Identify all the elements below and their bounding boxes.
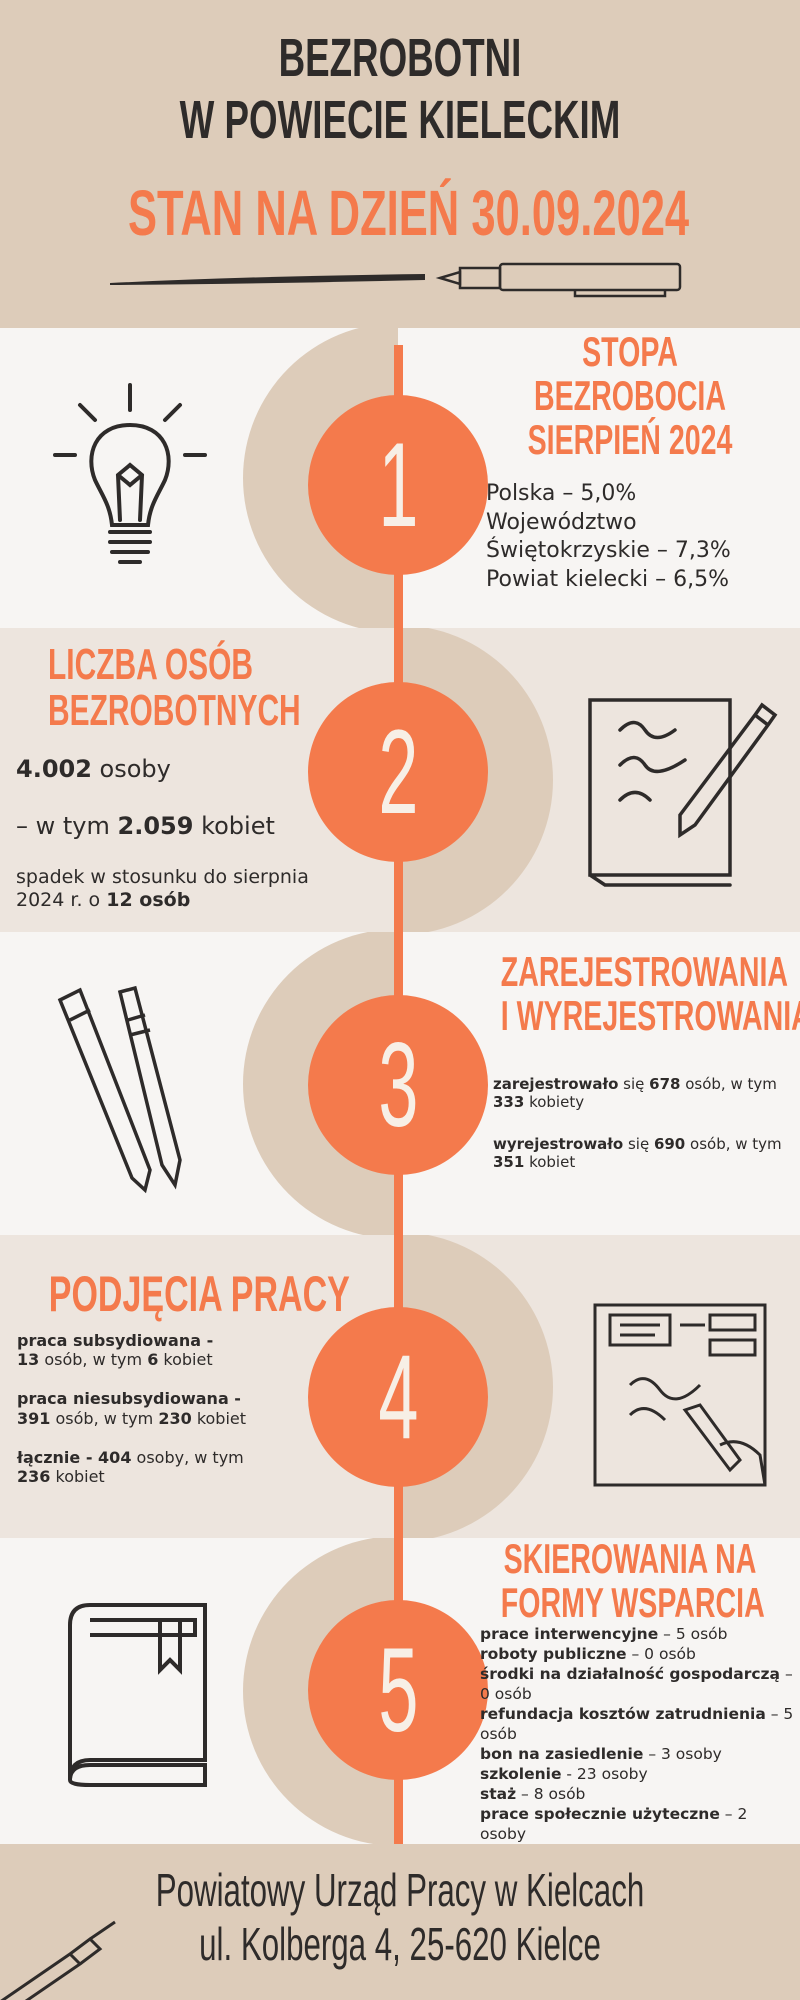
- number-badge-2: 2: [308, 682, 488, 862]
- list-item: refundacja kosztów zatrudnienia – 5 osób: [480, 1704, 794, 1743]
- subtitle: STAN NA DZIEŃ 30.09.2024: [128, 177, 690, 249]
- section-1-text: Polska – 5,0% Województwo Świętokrzyskie –…: [486, 481, 731, 592]
- section-5-title: SKIEROWANIA NA FORMY WSPARCIA: [500, 1535, 765, 1627]
- list-item: środki na działalność gospodarczą – 0 os…: [480, 1664, 793, 1703]
- list-item: bon na zasiedlenie – 3 osoby: [480, 1744, 722, 1763]
- number-badge-5: 5: [308, 1600, 488, 1780]
- unemployed-count: 4.002 osoby: [16, 755, 171, 783]
- title-line-2: W POWIECIE KIELECKIM: [179, 90, 621, 150]
- section-1-title: STOPA BEZROBOCIA SIERPIEŃ 2024: [527, 328, 733, 464]
- footer-line-1: Powiatowy Urząd Pracy w Kielcach: [155, 1864, 645, 1916]
- number-badge-3: 3: [308, 995, 488, 1175]
- list-item: staż – 8 osób: [480, 1784, 586, 1803]
- footer: Powiatowy Urząd Pracy w Kielcach ul. Kol…: [0, 1844, 800, 2000]
- document-signing-icon: [593, 1303, 767, 1487]
- pen-icon: [0, 1920, 116, 2000]
- notebook-pen-icon: [588, 698, 778, 887]
- section-2-title: LICZBA OSÓB BEZROBOTNYCH: [48, 640, 301, 736]
- pen-stroke-icon: [110, 262, 682, 298]
- unemployed-change: spadek w stosunku do sierpnia 2024 r. o …: [16, 866, 309, 911]
- pens-icon: [57, 985, 182, 1194]
- title-line-1: BEZROBOTNI: [278, 28, 522, 88]
- number-badge-4: 4: [308, 1307, 488, 1487]
- support-forms-list: prace interwencyjne – 5 osób roboty publ…: [480, 1625, 795, 1845]
- book-icon: [68, 1603, 207, 1787]
- section-4-title: PODJĘCIA PRACY: [48, 1266, 350, 1322]
- number-badge-1: 1: [308, 395, 488, 575]
- list-item: prace społecznie użyteczne – 2 osoby: [480, 1804, 748, 1843]
- header: BEZROBOTNI W POWIECIE KIELECKIM STAN NA …: [0, 0, 800, 328]
- list-item: roboty publiczne – 0 osób: [480, 1644, 696, 1663]
- unemployed-women: – w tym 2.059 kobiet: [16, 812, 275, 840]
- lightbulb-icon: [53, 383, 207, 564]
- footer-line-2: ul. Kolberga 4, 25-620 Kielce: [199, 1918, 601, 1970]
- employment-text: praca subsydiowana -13 osób, w tym 6 kob…: [17, 1331, 247, 1486]
- list-item: prace interwencyjne – 5 osób: [480, 1625, 728, 1643]
- registrations-text: zarejestrowało się 678 osób, w tym 333 k…: [493, 1075, 782, 1171]
- section-3-title: ZAREJESTROWANIA I WYREJESTROWANIA: [500, 948, 800, 1040]
- list-item: szkolenie - 23 osoby: [480, 1764, 648, 1783]
